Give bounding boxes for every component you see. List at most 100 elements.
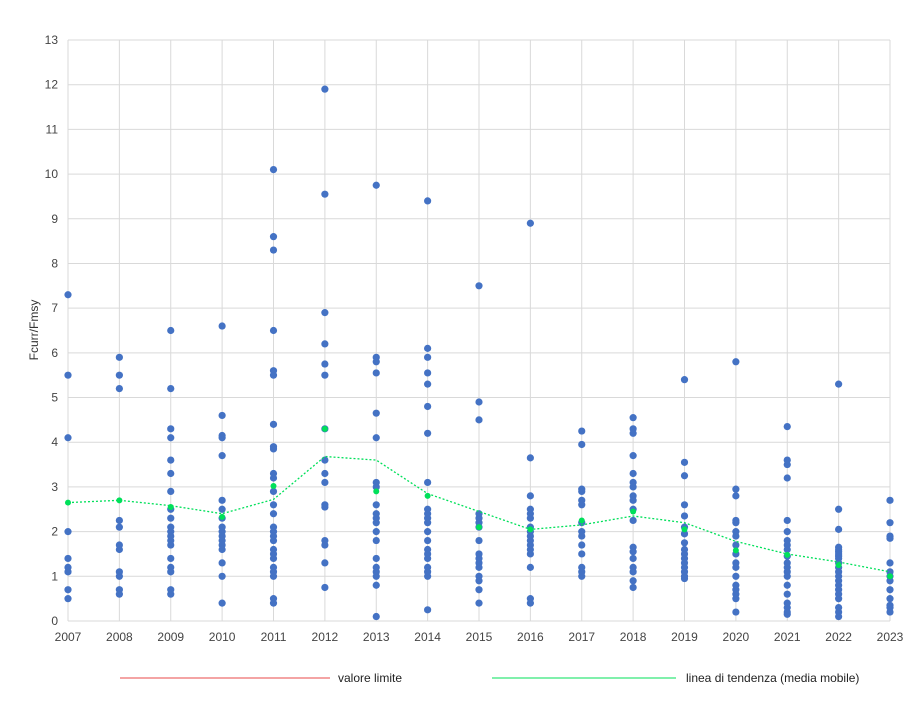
scatter-point bbox=[372, 181, 380, 189]
scatter-point bbox=[475, 586, 483, 594]
scatter-point bbox=[680, 472, 689, 480]
legend-label-trend: linea di tendenza (media mobile) bbox=[686, 671, 859, 685]
scatter-point bbox=[115, 516, 123, 525]
scatter-point bbox=[424, 197, 432, 205]
x-tick-label: 2022 bbox=[825, 630, 852, 644]
scatter-point bbox=[629, 414, 637, 422]
scatter-point bbox=[321, 85, 329, 93]
scatter-point bbox=[321, 360, 329, 368]
scatter-point bbox=[321, 541, 329, 549]
scatter-point bbox=[321, 190, 329, 198]
scatter-point bbox=[475, 577, 483, 585]
scatter-point bbox=[167, 568, 175, 576]
scatter-point bbox=[424, 402, 432, 411]
scatter-point bbox=[783, 422, 791, 431]
scatter-point bbox=[115, 353, 123, 361]
x-tick-label: 2009 bbox=[157, 630, 184, 644]
scatter-point bbox=[526, 599, 534, 607]
scatter-point bbox=[372, 483, 380, 491]
scatter-point bbox=[732, 485, 740, 493]
scatter-point bbox=[578, 440, 586, 449]
scatter-point bbox=[269, 501, 278, 509]
scatter-point bbox=[321, 340, 329, 348]
trend-marker bbox=[887, 573, 893, 580]
scatter-point bbox=[269, 371, 278, 379]
scatter-point bbox=[629, 583, 637, 592]
trend-marker bbox=[681, 526, 688, 533]
x-tick-label: 2020 bbox=[723, 630, 750, 644]
y-tick-label: 7 bbox=[51, 301, 58, 315]
scatter-point bbox=[321, 456, 329, 464]
x-tick-label: 2013 bbox=[363, 630, 390, 644]
scatter-point bbox=[424, 478, 432, 487]
scatter-point bbox=[372, 369, 380, 377]
scatter-point bbox=[372, 501, 380, 509]
scatter-point bbox=[886, 559, 894, 567]
scatter-point bbox=[218, 545, 226, 554]
scatter-point bbox=[269, 554, 278, 563]
scatter-point bbox=[732, 595, 740, 603]
y-tick-label: 6 bbox=[51, 346, 58, 360]
scatter-point bbox=[732, 532, 740, 540]
legend: valore limite linea di tendenza (media m… bbox=[120, 671, 859, 685]
y-tick-label: 13 bbox=[45, 33, 59, 47]
scatter-point bbox=[372, 581, 380, 589]
scatter-point bbox=[269, 445, 278, 453]
scatter-point bbox=[629, 554, 637, 563]
scatter-point bbox=[115, 371, 123, 379]
scatter-point bbox=[732, 358, 740, 366]
scatter-point bbox=[167, 434, 175, 442]
scatter-point bbox=[115, 545, 123, 554]
trend-line bbox=[67, 455, 891, 573]
scatter-point bbox=[64, 595, 72, 603]
scatter-point bbox=[424, 429, 432, 437]
scatter-point bbox=[629, 469, 637, 478]
scatter-point bbox=[372, 519, 380, 527]
trend-marker bbox=[270, 483, 277, 490]
trend-marker bbox=[116, 497, 123, 504]
y-tick-label: 1 bbox=[51, 569, 58, 583]
scatter-point bbox=[835, 595, 843, 603]
scatter-point bbox=[578, 550, 586, 558]
scatter-point bbox=[372, 358, 380, 366]
scatter-point bbox=[269, 572, 278, 580]
trend-marker bbox=[321, 425, 328, 432]
trend-marker bbox=[784, 551, 791, 558]
scatter-point bbox=[475, 398, 483, 406]
scatter-point bbox=[269, 233, 278, 241]
scatter-point bbox=[783, 610, 791, 618]
x-tick-labels: 2007 2008 2009 2010 2011 2012 2013 2014 2015 2016… bbox=[55, 630, 904, 644]
scatter-point bbox=[578, 427, 586, 435]
scatter-point bbox=[526, 563, 534, 571]
scatter-point bbox=[732, 608, 740, 616]
trend-marker bbox=[578, 517, 585, 524]
scatter-point bbox=[424, 519, 432, 527]
scatter-point bbox=[64, 434, 72, 442]
scatter-point bbox=[732, 519, 740, 527]
scatter-point bbox=[218, 599, 226, 607]
x-tick-label: 2017 bbox=[568, 630, 595, 644]
x-tick-label: 2023 bbox=[877, 630, 904, 644]
scatter-point bbox=[424, 554, 432, 563]
scatter-point bbox=[64, 291, 72, 299]
scatter-point bbox=[783, 572, 791, 580]
trend-marker bbox=[630, 508, 637, 515]
scatter-point bbox=[64, 371, 72, 379]
scatter-point bbox=[218, 559, 226, 567]
scatter-point bbox=[578, 501, 586, 509]
scatter-point bbox=[578, 487, 586, 495]
scatter-point bbox=[218, 322, 226, 330]
scatter-point bbox=[218, 572, 226, 580]
y-tick-label: 5 bbox=[51, 391, 58, 405]
scatter-point bbox=[475, 599, 483, 607]
scatter-point bbox=[115, 523, 123, 531]
trend-marker bbox=[476, 524, 482, 531]
scatter-point bbox=[321, 469, 329, 478]
scatter-point bbox=[783, 460, 791, 469]
scatter-point bbox=[218, 496, 226, 504]
scatter-point bbox=[578, 572, 586, 580]
scatter-point bbox=[321, 371, 329, 379]
scatter-point bbox=[372, 572, 380, 580]
trend-marker bbox=[424, 492, 431, 499]
